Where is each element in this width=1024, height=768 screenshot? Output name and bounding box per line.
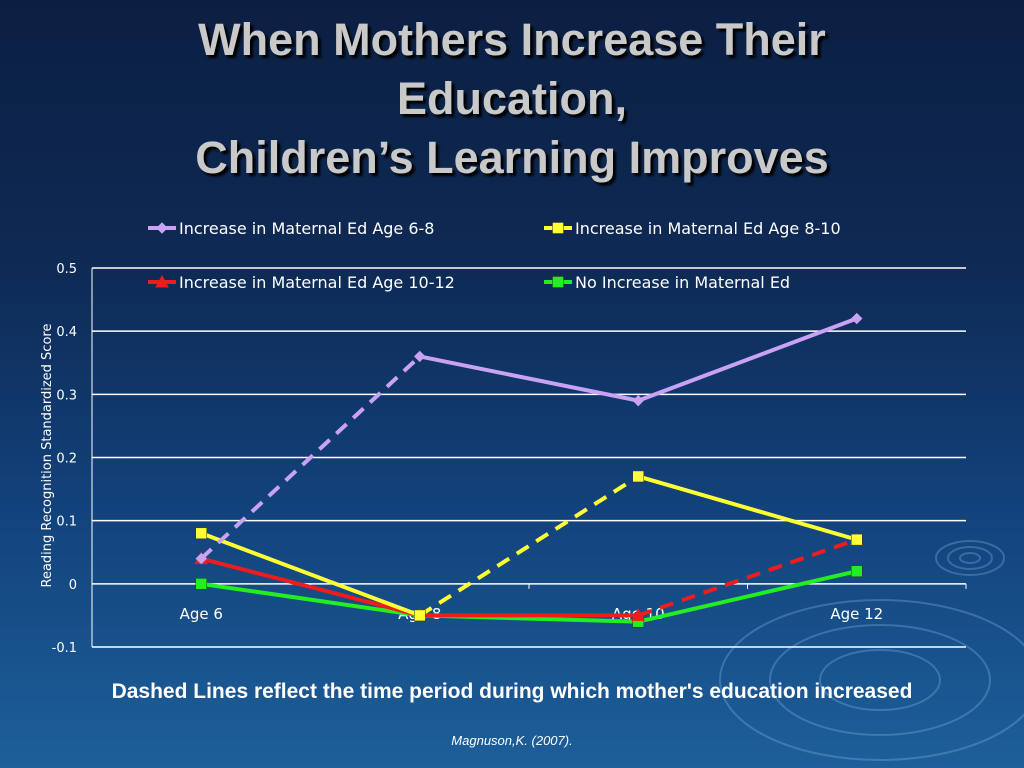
y-tick-label: 0.2 [56, 452, 77, 467]
y-tick-label: -0.1 [52, 641, 77, 656]
legend-label: No Increase in Maternal Ed [575, 273, 790, 292]
data-point [195, 552, 207, 565]
y-axis-label: Reading Recognition Standardized Score [40, 324, 55, 588]
series-line-segment [637, 474, 858, 542]
series-line-segment [199, 354, 422, 561]
series-line-segment [637, 537, 858, 618]
y-tick-label: 0.4 [56, 325, 77, 340]
title-line-3: Children’s Learning Improves [195, 132, 829, 183]
legend-marker [552, 276, 564, 288]
data-point [631, 608, 646, 621]
title-line-2: Education, [396, 73, 627, 124]
data-point [195, 578, 207, 590]
x-tick-label: Age 12 [830, 605, 883, 623]
data-point [195, 527, 207, 540]
data-point [851, 533, 863, 546]
series-line-segment [200, 531, 421, 618]
y-tick-label: 0.5 [56, 262, 77, 277]
series-line-segment [200, 581, 421, 618]
legend-label: Increase in Maternal Ed Age 8-10 [575, 219, 841, 238]
citation: Magnuson,K. (2007). [451, 733, 573, 748]
x-tick-label: Age 6 [180, 605, 223, 623]
data-point [414, 350, 426, 363]
series-line-segment [419, 354, 639, 403]
legend-marker [155, 274, 169, 288]
data-point [414, 609, 426, 622]
series-line-segment [637, 569, 858, 624]
caption: Dashed Lines reflect the time period dur… [111, 680, 913, 703]
data-point [851, 565, 863, 577]
data-point [632, 470, 644, 483]
title-line-1: When Mothers Increase Their [198, 14, 826, 65]
slide-title: When Mothers Increase Their Education, C… [0, 10, 1024, 187]
data-point [632, 394, 644, 407]
series-line-segment [637, 316, 858, 403]
legend-label: Increase in Maternal Ed Age 10-12 [179, 273, 455, 292]
y-tick-label: 0.1 [56, 515, 77, 530]
y-tick-label: 0 [69, 578, 77, 593]
series-line-segment [200, 556, 421, 618]
data-point [851, 312, 863, 325]
legend-marker [552, 222, 564, 234]
series-line-segment [418, 474, 640, 618]
legend-label: Increase in Maternal Ed Age 6-8 [179, 219, 434, 238]
legend-marker [156, 222, 168, 234]
y-tick-label: 0.3 [56, 388, 77, 403]
